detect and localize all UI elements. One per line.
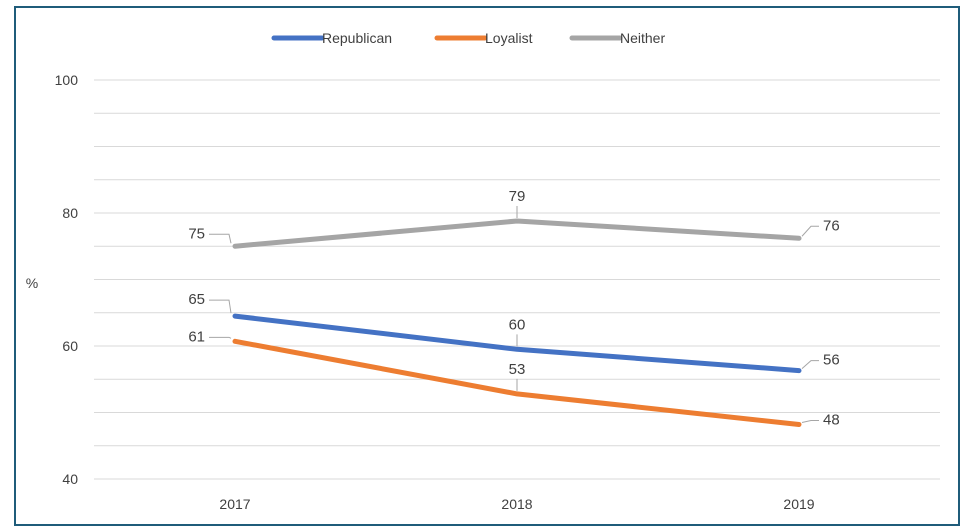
data-label-loyalist: 61 bbox=[188, 328, 205, 345]
data-point-republican bbox=[797, 368, 801, 373]
data-labels: 65 60 56 61 53 48 75 79 76 bbox=[188, 188, 839, 428]
legend-label: Republican bbox=[322, 30, 392, 46]
data-label-republican: 56 bbox=[823, 352, 840, 369]
data-label-neither: 79 bbox=[509, 188, 526, 205]
leader-line bbox=[209, 233, 232, 244]
gridlines bbox=[94, 79, 940, 480]
leader-line bbox=[801, 360, 819, 369]
y-axis: 40 60 80 100 bbox=[55, 72, 79, 487]
data-label-republican: 60 bbox=[509, 316, 526, 333]
data-point-neither bbox=[233, 244, 237, 249]
x-tick-label: 2019 bbox=[783, 496, 814, 512]
y-axis-label: % bbox=[26, 275, 38, 291]
x-tick-label: 2018 bbox=[501, 496, 532, 512]
data-point-neither bbox=[515, 218, 519, 223]
data-point-republican bbox=[233, 314, 237, 319]
legend-item-loyalist: Loyalist bbox=[434, 30, 533, 46]
data-point-loyalist bbox=[515, 391, 519, 396]
leader-line bbox=[209, 336, 232, 339]
legend-item-republican: Republican bbox=[271, 30, 392, 46]
data-label-loyalist: 48 bbox=[823, 411, 840, 428]
x-tick-label: 2017 bbox=[219, 496, 250, 512]
x-axis: 2017 2018 2019 bbox=[219, 496, 814, 512]
line-chart: 40 60 80 100 2017 2018 2019 % Republican Loyal… bbox=[26, 30, 940, 512]
leader-line bbox=[801, 419, 819, 423]
legend-label: Neither bbox=[620, 30, 665, 46]
y-tick-label: 60 bbox=[62, 338, 78, 354]
data-point-republican bbox=[515, 347, 519, 352]
data-label-neither: 76 bbox=[823, 217, 840, 234]
data-point-loyalist bbox=[797, 422, 801, 427]
leader-line bbox=[209, 299, 232, 314]
legend: Republican Loyalist Neither bbox=[271, 30, 665, 46]
y-tick-label: 80 bbox=[62, 205, 78, 221]
legend-label: Loyalist bbox=[485, 30, 533, 46]
data-label-neither: 75 bbox=[188, 225, 205, 242]
leader-line bbox=[801, 225, 819, 237]
chart-frame bbox=[14, 6, 960, 526]
data-point-loyalist bbox=[233, 339, 237, 344]
series-line-neither bbox=[232, 218, 802, 249]
series-lines bbox=[232, 218, 802, 427]
legend-item-neither: Neither bbox=[569, 30, 665, 46]
y-tick-label: 40 bbox=[62, 471, 78, 487]
data-point-neither bbox=[797, 236, 801, 241]
data-label-republican: 65 bbox=[188, 291, 205, 308]
y-tick-label: 100 bbox=[55, 72, 79, 88]
data-label-loyalist: 53 bbox=[509, 361, 526, 378]
